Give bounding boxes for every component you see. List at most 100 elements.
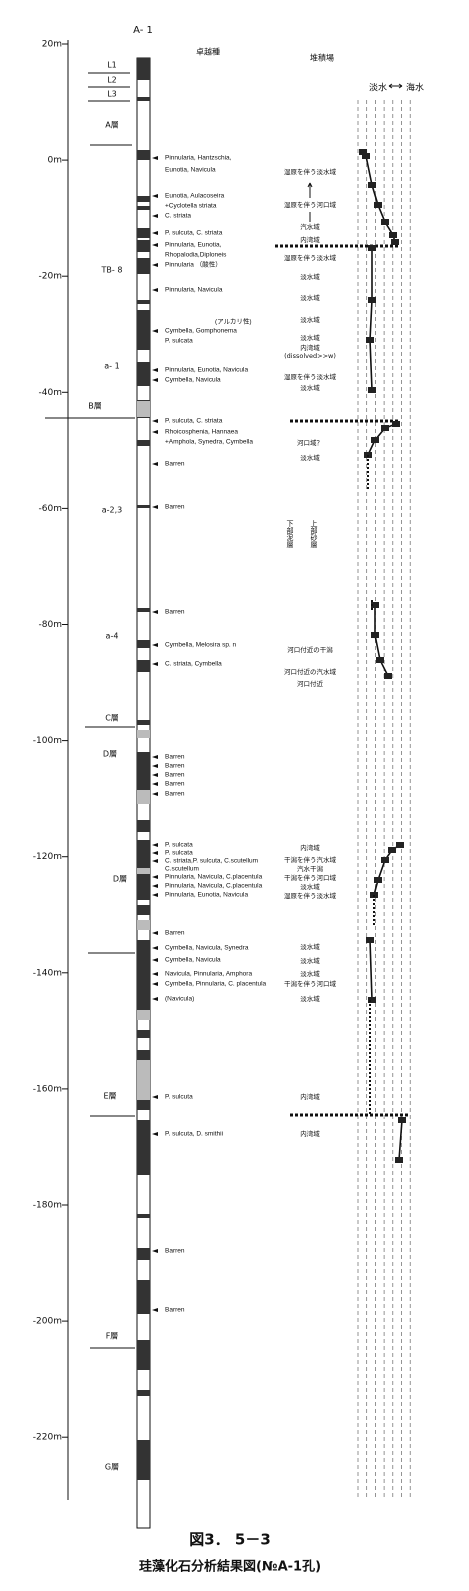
depth-label: -180m	[33, 1201, 62, 1211]
core-band	[137, 505, 150, 508]
environment-sample	[396, 842, 404, 848]
sample-marker	[152, 1249, 158, 1253]
environment-sample	[368, 245, 376, 251]
environment-sample	[374, 202, 382, 208]
core-band	[137, 58, 150, 80]
sample-marker	[152, 194, 158, 198]
core-band	[137, 1050, 150, 1060]
species-label: Rhoicosphenia, Hannaea	[165, 429, 238, 436]
depth-label: -20m	[39, 272, 62, 282]
core-band	[137, 820, 150, 832]
sample-marker	[152, 792, 158, 796]
layer-label: E層	[103, 1092, 116, 1101]
species-label: Cymbella, Navicula, Synedra	[165, 945, 249, 952]
sample-marker	[152, 958, 158, 962]
species-label: Pinnularia （酸性）	[165, 260, 222, 269]
sample-marker	[152, 782, 158, 786]
sample-marker	[152, 643, 158, 647]
species-label: Barren	[165, 930, 185, 937]
species-label: Cymbella, Pinnularia, C. placentula	[165, 981, 267, 988]
species-label: Pinnularia, Eunotia,	[165, 242, 222, 249]
core-band	[137, 1248, 150, 1260]
sample-marker	[152, 859, 158, 863]
core-band	[137, 300, 150, 304]
sample-marker	[152, 505, 158, 509]
core-band	[137, 608, 150, 612]
species-label: (Navicula)	[165, 996, 194, 1003]
layer-label: F層	[106, 1332, 119, 1341]
environment-curve	[369, 939, 373, 1001]
species-label: P. sulcuta, C. striata	[165, 418, 223, 425]
sample-marker	[152, 773, 158, 777]
sample-marker	[152, 875, 158, 879]
species-label: Pinnularia, Navicula, C.placentula	[165, 874, 263, 881]
environment-label: 淡水域	[300, 333, 320, 342]
environment-label: 淡水域	[300, 383, 320, 392]
species-label: Cymbella, Navicula	[165, 377, 221, 384]
depth-label: -160m	[33, 1084, 62, 1094]
figure-number: 図3． 5－3	[189, 1531, 271, 1549]
layer-label: a-4	[106, 632, 119, 641]
environment-label: 淡水域	[300, 882, 320, 891]
core-gravel	[137, 868, 150, 874]
species-label: Barren	[165, 504, 185, 511]
depth-label: -40m	[39, 388, 62, 398]
species-label: Barren	[165, 461, 185, 468]
environment-sample	[376, 657, 384, 663]
environment-sample	[381, 425, 389, 431]
depth-label: 20m	[42, 40, 62, 50]
arrow	[307, 182, 313, 222]
environment-label: 湿原を伴う淡水域	[284, 167, 337, 176]
core-band	[137, 720, 150, 725]
environment-label: 干潟を伴う汽水域	[284, 855, 337, 864]
environment-sample	[381, 219, 389, 225]
environment-label: 淡水域	[300, 956, 320, 965]
core-band	[137, 228, 150, 238]
environment-sample	[398, 1117, 406, 1123]
sample-marker	[152, 156, 158, 160]
species-label: Barren	[165, 1248, 185, 1255]
sample-marker	[152, 1308, 158, 1312]
species-label: Barren	[165, 781, 185, 788]
core-band	[137, 440, 150, 446]
depth-label: -100m	[33, 736, 62, 746]
core-gravel	[137, 401, 150, 417]
core-band	[137, 1120, 150, 1175]
core-band	[137, 752, 150, 800]
environment-sample	[392, 421, 400, 427]
environment-sample	[368, 387, 376, 393]
sample-marker	[152, 997, 158, 1001]
environment-label: 内湾域	[300, 1129, 320, 1138]
core-gravel	[137, 920, 150, 930]
environment-heading: 堆積場	[310, 53, 334, 63]
core-gravel	[137, 1060, 150, 1100]
sample-marker	[152, 610, 158, 614]
sample-marker	[152, 243, 158, 247]
sample-marker	[152, 884, 158, 888]
freshwater-label: 淡水	[369, 82, 387, 94]
layer-label: a-2,3	[102, 506, 123, 515]
environment-label: 干潟を伴う河口域	[284, 979, 337, 988]
species-label: Cymbella, Melosira sp. n	[165, 642, 237, 649]
core-band	[137, 1214, 150, 1218]
core-band	[137, 362, 150, 386]
species-label: Barren	[165, 609, 185, 616]
arrow	[388, 83, 403, 89]
species-label: Navicula, Pinnularia, Amphora	[165, 971, 252, 978]
core-gravel	[137, 790, 150, 804]
depth-label: -220m	[33, 1433, 62, 1443]
sample-marker	[152, 430, 158, 434]
depth-label: -120m	[33, 852, 62, 862]
species-label: Rhopalodia,Diploneis	[165, 252, 227, 259]
environment-label: 湿原を伴う河口域	[284, 200, 337, 209]
species-label: P. sulcuta	[165, 1094, 193, 1101]
layer-label: B層	[88, 402, 102, 411]
layer-label: A層	[105, 121, 118, 130]
environment-sample	[371, 437, 379, 443]
species-label: Pinnularia, Eunotia, Navicula	[165, 892, 248, 899]
environment-label: 河口付近の汽水域	[284, 667, 337, 676]
environment-curve	[373, 844, 401, 896]
layer-label: a- 1	[104, 362, 119, 371]
environment-label: 淡水域	[300, 315, 320, 324]
